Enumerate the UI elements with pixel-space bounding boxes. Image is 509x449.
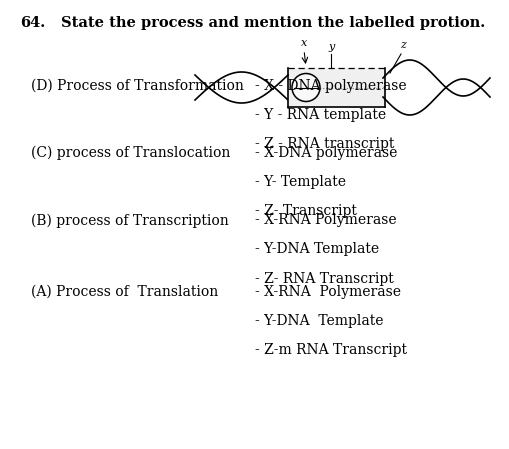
Text: State the process and mention the labelled protion.: State the process and mention the labell… <box>61 16 485 30</box>
Circle shape <box>292 74 319 101</box>
Text: y: y <box>328 42 334 52</box>
Bar <box>288 68 384 107</box>
Text: - Y-DNA Template: - Y-DNA Template <box>254 242 378 256</box>
Text: - X-DNA polymerase: - X-DNA polymerase <box>254 146 397 160</box>
Text: 64.: 64. <box>20 16 46 30</box>
Text: - X - DNA polymerase: - X - DNA polymerase <box>254 79 406 92</box>
Text: - X-RNA  Polymerase: - X-RNA Polymerase <box>254 285 400 299</box>
Text: - Y- Template: - Y- Template <box>254 175 345 189</box>
Text: (D) Process of Transformation: (D) Process of Transformation <box>31 79 243 92</box>
Text: - Z- Transcript: - Z- Transcript <box>254 204 356 218</box>
Text: z: z <box>399 40 405 50</box>
Text: - Y-DNA  Template: - Y-DNA Template <box>254 314 383 328</box>
Text: - Z- RNA Transcript: - Z- RNA Transcript <box>254 272 393 286</box>
Text: - Y - RNA template: - Y - RNA template <box>254 108 385 122</box>
Text: (C) process of Translocation: (C) process of Translocation <box>31 146 230 160</box>
Text: (A) Process of  Translation: (A) Process of Translation <box>31 285 217 299</box>
Text: - Z - RNA transcript: - Z - RNA transcript <box>254 137 393 151</box>
Text: (B) process of Transcription: (B) process of Transcription <box>31 213 228 228</box>
Text: - X-RNA Polymerase: - X-RNA Polymerase <box>254 213 396 227</box>
Text: x: x <box>300 38 306 48</box>
Text: - Z-m RNA Transcript: - Z-m RNA Transcript <box>254 343 406 357</box>
